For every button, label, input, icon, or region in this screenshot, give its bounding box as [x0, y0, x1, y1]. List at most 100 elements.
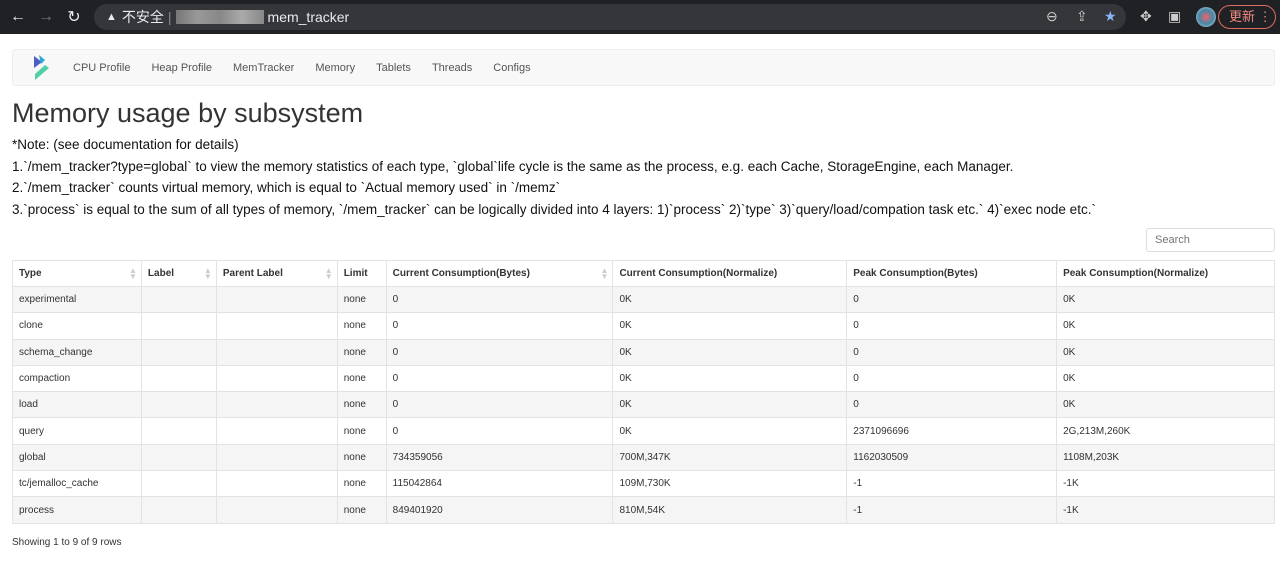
nav-heap-profile[interactable]: Heap Profile: [151, 61, 213, 74]
table-cell: 109M,730K: [612, 470, 848, 498]
table-cell: [140, 364, 217, 393]
table-cell: [215, 312, 338, 340]
table-cell: -1K: [1056, 470, 1275, 498]
column-header[interactable]: Current Consumption(Bytes) ▲ ▼: [385, 260, 614, 287]
nav-threads[interactable]: Threads: [431, 61, 473, 74]
side-panel-icon[interactable]: ▣: [1168, 8, 1182, 24]
table-row: compaction none 0 0K 0 0K: [12, 364, 1275, 393]
table-cell: 0: [846, 364, 1058, 393]
column-header[interactable]: Type ▲ ▼: [12, 260, 142, 287]
extensions-icon[interactable]: ✥: [1140, 8, 1152, 24]
table-row: global none 734359056 700M,347K 1162030509 11…: [12, 443, 1275, 472]
nav-memory[interactable]: Memory: [315, 61, 356, 74]
column-header[interactable]: Peak Consumption(Bytes): [846, 260, 1058, 287]
table-cell: 700M,347K: [612, 443, 848, 472]
table-cell: none: [336, 443, 387, 472]
table-row: process none 849401920 810M,54K -1 -1K: [12, 496, 1275, 524]
table-cell: clone: [12, 312, 142, 340]
table-cell: 0: [385, 391, 614, 419]
table-cell: 0K: [1056, 338, 1275, 366]
table-cell: [215, 496, 338, 524]
nav-memtracker[interactable]: MemTracker: [233, 61, 295, 74]
table-cell: tc/jemalloc_cache: [12, 470, 142, 498]
column-header[interactable]: Current Consumption(Normalize): [612, 260, 848, 287]
column-header[interactable]: Peak Consumption(Normalize): [1056, 260, 1275, 287]
table-row: experimental none 0 0K 0 0K: [12, 285, 1275, 314]
table-cell: 1108M,203K: [1056, 443, 1275, 472]
table-cell: 115042864: [385, 470, 614, 498]
table-cell: none: [336, 496, 387, 524]
table-cell: -1: [846, 496, 1058, 524]
table-cell: 0K: [1056, 285, 1275, 314]
table-cell: 734359056: [385, 443, 614, 472]
table-cell: 0K: [612, 391, 848, 419]
update-button[interactable]: 更新 ⋮: [1218, 5, 1276, 29]
table-cell: 0K: [612, 338, 848, 366]
table-cell: 0K: [1056, 312, 1275, 340]
sort-icon[interactable]: ▲ ▼: [600, 266, 609, 281]
table-cell: 2G,213M,260K: [1056, 417, 1275, 445]
share-icon[interactable]: ⇪: [1076, 8, 1088, 24]
column-header-label: Label: [147, 268, 175, 279]
table-cell: 849401920: [385, 496, 614, 524]
address-bar[interactable]: ▲ 不安全 | mem_tracker: [94, 4, 1126, 30]
table-cell: compaction: [12, 364, 142, 393]
table-cell: 0: [846, 338, 1058, 366]
avatar[interactable]: [1196, 7, 1216, 27]
reload-icon[interactable]: ↻: [67, 9, 81, 26]
memory-table: Type ▲ ▼ Label ▲ ▼ Parent Label ▲ ▼ Limit Current …: [12, 260, 1275, 524]
navbar: CPU Profile Heap Profile MemTracker Memo…: [12, 49, 1275, 86]
table-row: clone none 0 0K 0 0K: [12, 312, 1275, 340]
table-cell: 0K: [612, 312, 848, 340]
table-cell: [140, 312, 217, 340]
nav-tablets[interactable]: Tablets: [376, 61, 411, 74]
forward-icon[interactable]: →: [38, 8, 54, 25]
table-cell: none: [336, 364, 387, 393]
table-cell: none: [336, 338, 387, 366]
bookmark-star-icon[interactable]: ★: [1104, 8, 1117, 24]
table-cell: schema_change: [12, 338, 142, 366]
table-cell: 1162030509: [846, 443, 1058, 472]
table-row: query none 0 0K 2371096696 2G,213M,260K: [12, 417, 1275, 445]
table-cell: none: [336, 417, 387, 445]
table-cell: 0: [385, 364, 614, 393]
warning-icon: ▲: [106, 11, 117, 23]
table-cell: [140, 338, 217, 366]
table-cell: [140, 391, 217, 419]
pagination-info: Showing 1 to 9 of 9 rows: [12, 537, 122, 548]
sort-icon[interactable]: ▲ ▼: [203, 266, 212, 281]
table-cell: 0K: [612, 364, 848, 393]
nav-configs[interactable]: Configs: [493, 61, 531, 74]
back-icon[interactable]: ←: [10, 8, 26, 25]
table-cell: none: [336, 285, 387, 314]
table-cell: [140, 470, 217, 498]
table-cell: 0: [846, 391, 1058, 419]
column-header-label: Peak Consumption(Normalize): [1063, 268, 1209, 279]
table-cell: [140, 496, 217, 524]
table-cell: 2371096696: [846, 417, 1058, 445]
sort-icon[interactable]: ▲ ▼: [129, 266, 137, 281]
table-cell: 810M,54K: [612, 496, 848, 524]
table-cell: process: [12, 496, 142, 524]
table-cell: -1: [846, 470, 1058, 498]
table-row: schema_change none 0 0K 0 0K: [12, 338, 1275, 366]
column-header[interactable]: Limit: [336, 260, 387, 287]
table-cell: 0: [385, 312, 614, 340]
column-header-label: Limit: [343, 268, 368, 279]
table-cell: [215, 285, 338, 314]
table-cell: [215, 417, 338, 445]
logo-icon: [34, 54, 49, 80]
search-input[interactable]: [1146, 228, 1275, 252]
redacted-host: [175, 10, 264, 24]
column-header-label: Parent Label: [222, 268, 283, 279]
sort-icon[interactable]: ▲ ▼: [324, 266, 333, 281]
note-line: 1.`/mem_tracker?type=global` to view the…: [12, 158, 1014, 174]
table-cell: load: [12, 391, 142, 419]
table-row: load none 0 0K 0 0K: [12, 391, 1275, 419]
nav-cpu-profile[interactable]: CPU Profile: [73, 61, 131, 74]
column-header[interactable]: Label ▲ ▼: [140, 260, 217, 287]
column-header[interactable]: Parent Label ▲ ▼: [215, 260, 338, 287]
table-cell: experimental: [12, 285, 142, 314]
table-cell: [215, 364, 338, 393]
zoom-icon[interactable]: ⊖: [1046, 8, 1058, 24]
